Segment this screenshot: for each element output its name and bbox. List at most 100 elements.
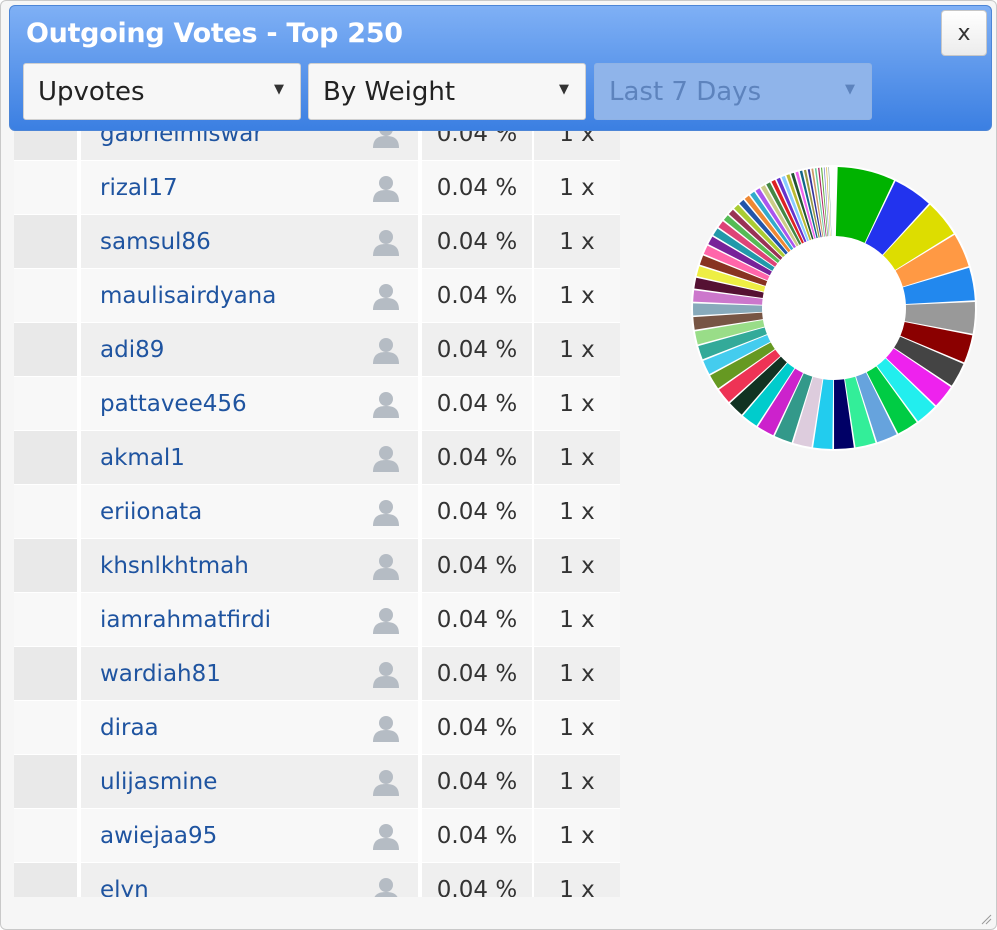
donut-slice[interactable] [766,182,802,245]
donut-slice[interactable] [696,266,766,292]
donut-slice[interactable] [803,169,820,238]
donut-slice[interactable] [774,373,813,443]
donut-slice[interactable] [821,167,828,237]
user-link[interactable]: ulijasmine [81,755,418,808]
user-link[interactable]: elyn [81,863,418,897]
table-row: maulisairdyana 0.04 % 1 x [14,269,620,323]
donut-slice[interactable] [723,215,780,264]
user-link[interactable]: samsul86 [81,215,418,268]
weight-percent: 0.04 % [420,269,534,322]
donut-slice[interactable] [818,167,827,237]
donut-slice[interactable] [799,170,818,239]
vote-count: 1 x [534,593,620,646]
user-link[interactable]: eriionata [81,485,418,538]
donut-slice[interactable] [828,167,832,237]
donut-slice[interactable] [786,174,812,241]
weight-percent: 0.04 % [420,755,534,808]
donut-slice[interactable] [876,358,935,422]
close-button[interactable]: x [941,10,987,56]
table-row: wardiah81 0.04 % 1 x [14,647,620,701]
donut-slice[interactable] [708,236,772,276]
donut-slice[interactable] [856,372,897,443]
donut-slice[interactable] [718,221,778,267]
user-link[interactable]: awiejaa95 [81,809,418,862]
donut-slice[interactable] [699,255,768,286]
caret-down-icon: ▼ [274,82,284,97]
donut-slice[interactable] [790,172,814,240]
donut-slice[interactable] [904,301,975,334]
rank-cell [14,647,79,700]
votes-donut-chart [691,165,977,451]
user-link[interactable]: diraa [81,701,418,754]
donut-slice[interactable] [811,168,824,237]
donut-slice[interactable] [730,356,787,415]
user-avatar-icon [366,323,406,376]
user-link[interactable]: akmal1 [81,431,418,484]
donut-slice[interactable] [694,277,764,299]
donut-slice[interactable] [694,319,765,345]
donut-slice[interactable] [903,267,975,305]
dialog-header[interactable]: Outgoing Votes - Top 250 x Upvotes ▼ By … [9,5,992,131]
vote-count: 1 x [534,755,620,808]
donut-slice[interactable] [734,204,786,258]
donut-slice[interactable] [710,342,775,389]
donut-slice[interactable] [728,209,783,260]
user-link[interactable]: khsnlkhtmah [81,539,418,592]
donut-slice[interactable] [895,234,969,287]
rank-cell [14,701,79,754]
donut-slice[interactable] [845,376,876,448]
user-link[interactable]: iamrahmatfirdi [81,593,418,646]
donut-slice[interactable] [760,185,799,247]
donut-slice[interactable] [823,167,830,237]
donut-slice[interactable] [693,312,763,330]
user-link[interactable]: rizal17 [81,161,418,214]
table-row: samsul86 0.04 % 1 x [14,215,620,269]
donut-slice[interactable] [813,379,834,449]
donut-slice[interactable] [834,379,854,449]
table-row: adi89 0.04 % 1 x [14,323,620,377]
donut-slice[interactable] [886,348,951,406]
donut-slice[interactable] [755,188,796,249]
donut-slice[interactable] [698,327,767,360]
resize-handle-icon[interactable] [980,913,992,925]
donut-slice[interactable] [866,366,917,434]
donut-slice[interactable] [713,228,775,271]
donut-slice[interactable] [703,334,771,374]
donut-slice[interactable] [826,167,831,237]
rank-cell [14,863,79,897]
vote-count: 1 x [534,809,620,862]
user-link[interactable]: pattavee456 [81,377,418,430]
vote-count: 1 x [534,647,620,700]
user-avatar-icon [366,701,406,754]
donut-slice[interactable] [781,175,809,242]
donut-slice[interactable] [703,245,770,281]
donut-slice[interactable] [739,199,788,255]
user-link[interactable]: maulisairdyana [81,269,418,322]
donut-slice[interactable] [835,167,894,243]
donut-slice[interactable] [719,349,781,402]
user-avatar-icon [366,809,406,862]
donut-slice[interactable] [814,168,825,237]
vote-type-select[interactable]: Upvotes ▼ [23,63,301,120]
donut-slice[interactable] [776,177,807,243]
user-link[interactable]: adi89 [81,323,418,376]
donut-slice[interactable] [795,171,816,239]
donut-slice[interactable] [742,362,795,426]
donut-slice[interactable] [883,204,954,270]
user-link[interactable]: wardiah81 [81,647,418,700]
user-avatar-icon [366,863,406,897]
donut-slice[interactable] [865,181,929,255]
donut-slice[interactable] [771,179,804,244]
weight-percent: 0.04 % [420,323,534,376]
donut-slice[interactable] [793,376,823,448]
donut-slice[interactable] [693,303,763,316]
donut-slice[interactable] [894,336,964,386]
donut-slice[interactable] [744,195,791,253]
sort-select[interactable]: By Weight ▼ [308,63,586,120]
donut-slice[interactable] [900,321,973,363]
donut-slice[interactable] [693,290,763,305]
donut-slice[interactable] [757,368,803,436]
donut-slice[interactable] [750,191,794,251]
rank-cell [14,323,79,376]
donut-slice[interactable] [807,169,822,238]
